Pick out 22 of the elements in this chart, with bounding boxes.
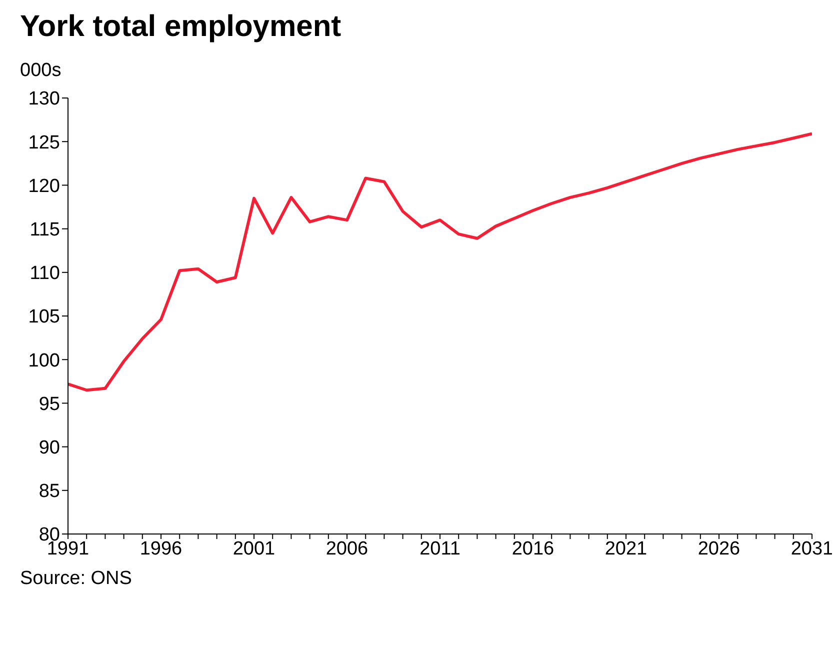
x-tick-label: 2021 [604, 538, 648, 560]
y-tick-label: 90 [38, 438, 60, 459]
line-series [68, 132, 812, 392]
y-tick-label: 130 [28, 88, 60, 110]
y-tick-label: 120 [28, 176, 60, 197]
x-tick-label: 2031 [790, 538, 834, 560]
y-tick-label: 100 [28, 350, 60, 372]
y-tick-label: 110 [30, 263, 60, 284]
y-tick-label: 115 [30, 220, 60, 241]
y-tick-label: 95 [38, 394, 60, 415]
y-tick-label: 105 [28, 306, 60, 328]
chart-title: York total employment [20, 10, 342, 44]
y-axis-title: 000s [20, 60, 62, 82]
x-tick-label: 2011 [420, 538, 460, 560]
x-tick-label: 2001 [232, 538, 276, 560]
x-tick-label: 2016 [512, 538, 554, 560]
x-tick-label: 2006 [326, 538, 368, 560]
x-tick-label: 2026 [698, 538, 740, 560]
source-note: Source: ONS [20, 568, 132, 590]
y-tick-label: 85 [38, 481, 60, 502]
y-tick-label: 125 [28, 132, 60, 154]
x-tick-label: 1996 [140, 538, 182, 560]
